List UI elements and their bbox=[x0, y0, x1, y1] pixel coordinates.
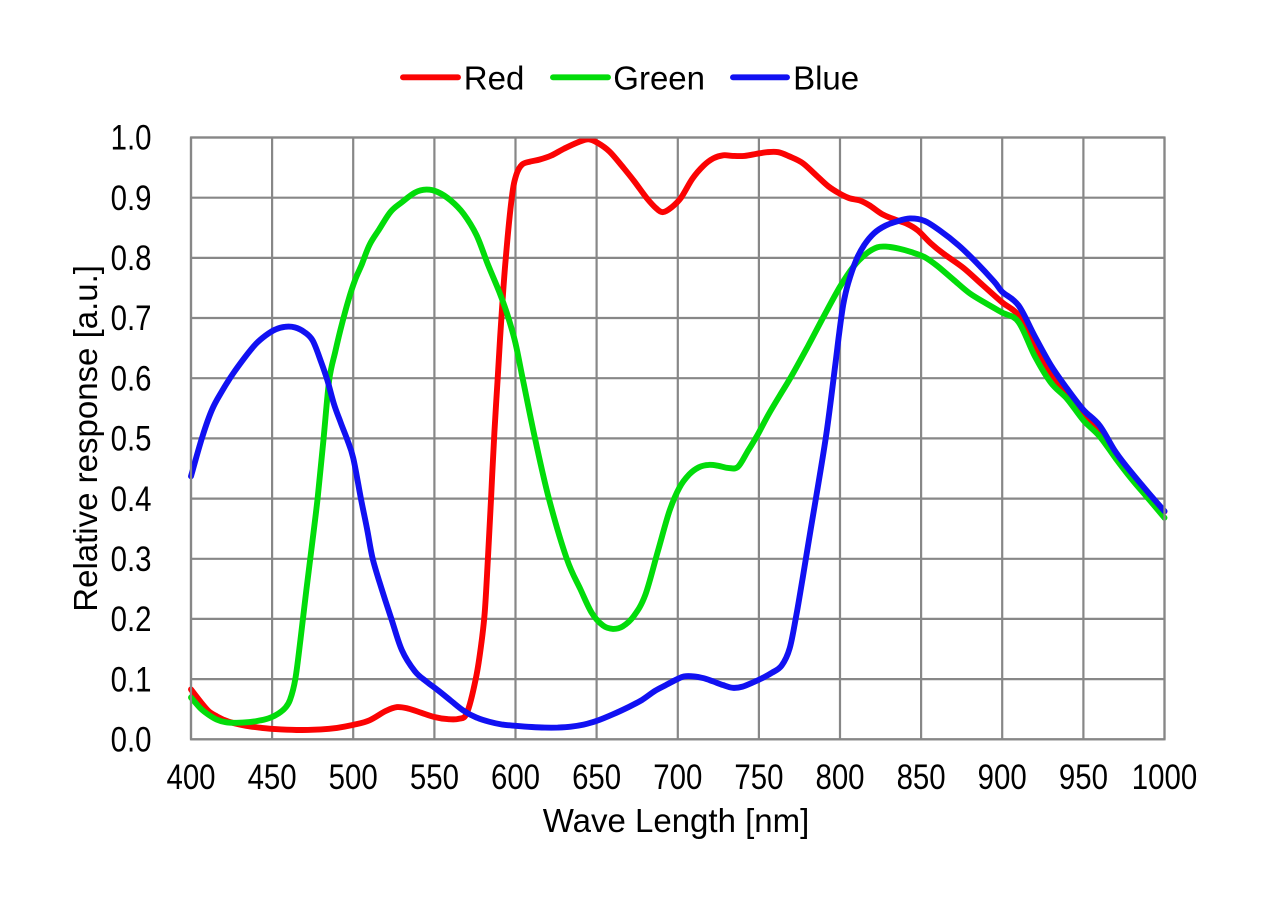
svg-text:0.9: 0.9 bbox=[111, 178, 152, 217]
svg-text:550: 550 bbox=[410, 758, 459, 797]
svg-text:Relative response [a.u.]: Relative response [a.u.] bbox=[67, 265, 104, 612]
svg-text:0.0: 0.0 bbox=[111, 720, 152, 759]
svg-text:Green: Green bbox=[613, 60, 705, 97]
svg-text:600: 600 bbox=[491, 758, 540, 797]
svg-text:Red: Red bbox=[464, 60, 525, 97]
svg-text:0.8: 0.8 bbox=[111, 239, 152, 278]
svg-text:650: 650 bbox=[572, 758, 621, 797]
svg-text:450: 450 bbox=[248, 758, 297, 797]
svg-text:Blue: Blue bbox=[793, 60, 859, 97]
svg-text:900: 900 bbox=[978, 758, 1027, 797]
svg-text:0.1: 0.1 bbox=[111, 660, 152, 699]
svg-text:850: 850 bbox=[897, 758, 946, 797]
svg-text:1000: 1000 bbox=[1132, 758, 1197, 797]
svg-text:700: 700 bbox=[653, 758, 702, 797]
svg-text:0.2: 0.2 bbox=[111, 600, 152, 639]
svg-text:800: 800 bbox=[815, 758, 864, 797]
svg-text:0.5: 0.5 bbox=[111, 419, 152, 458]
svg-text:0.4: 0.4 bbox=[111, 479, 152, 518]
svg-text:500: 500 bbox=[329, 758, 378, 797]
svg-text:1.0: 1.0 bbox=[111, 118, 152, 157]
svg-text:0.7: 0.7 bbox=[111, 299, 152, 338]
svg-text:0.3: 0.3 bbox=[111, 540, 152, 579]
svg-text:750: 750 bbox=[734, 758, 783, 797]
svg-text:Wave Length [nm]: Wave Length [nm] bbox=[543, 802, 810, 839]
svg-text:400: 400 bbox=[166, 758, 215, 797]
svg-text:0.6: 0.6 bbox=[111, 359, 152, 398]
svg-text:950: 950 bbox=[1059, 758, 1108, 797]
